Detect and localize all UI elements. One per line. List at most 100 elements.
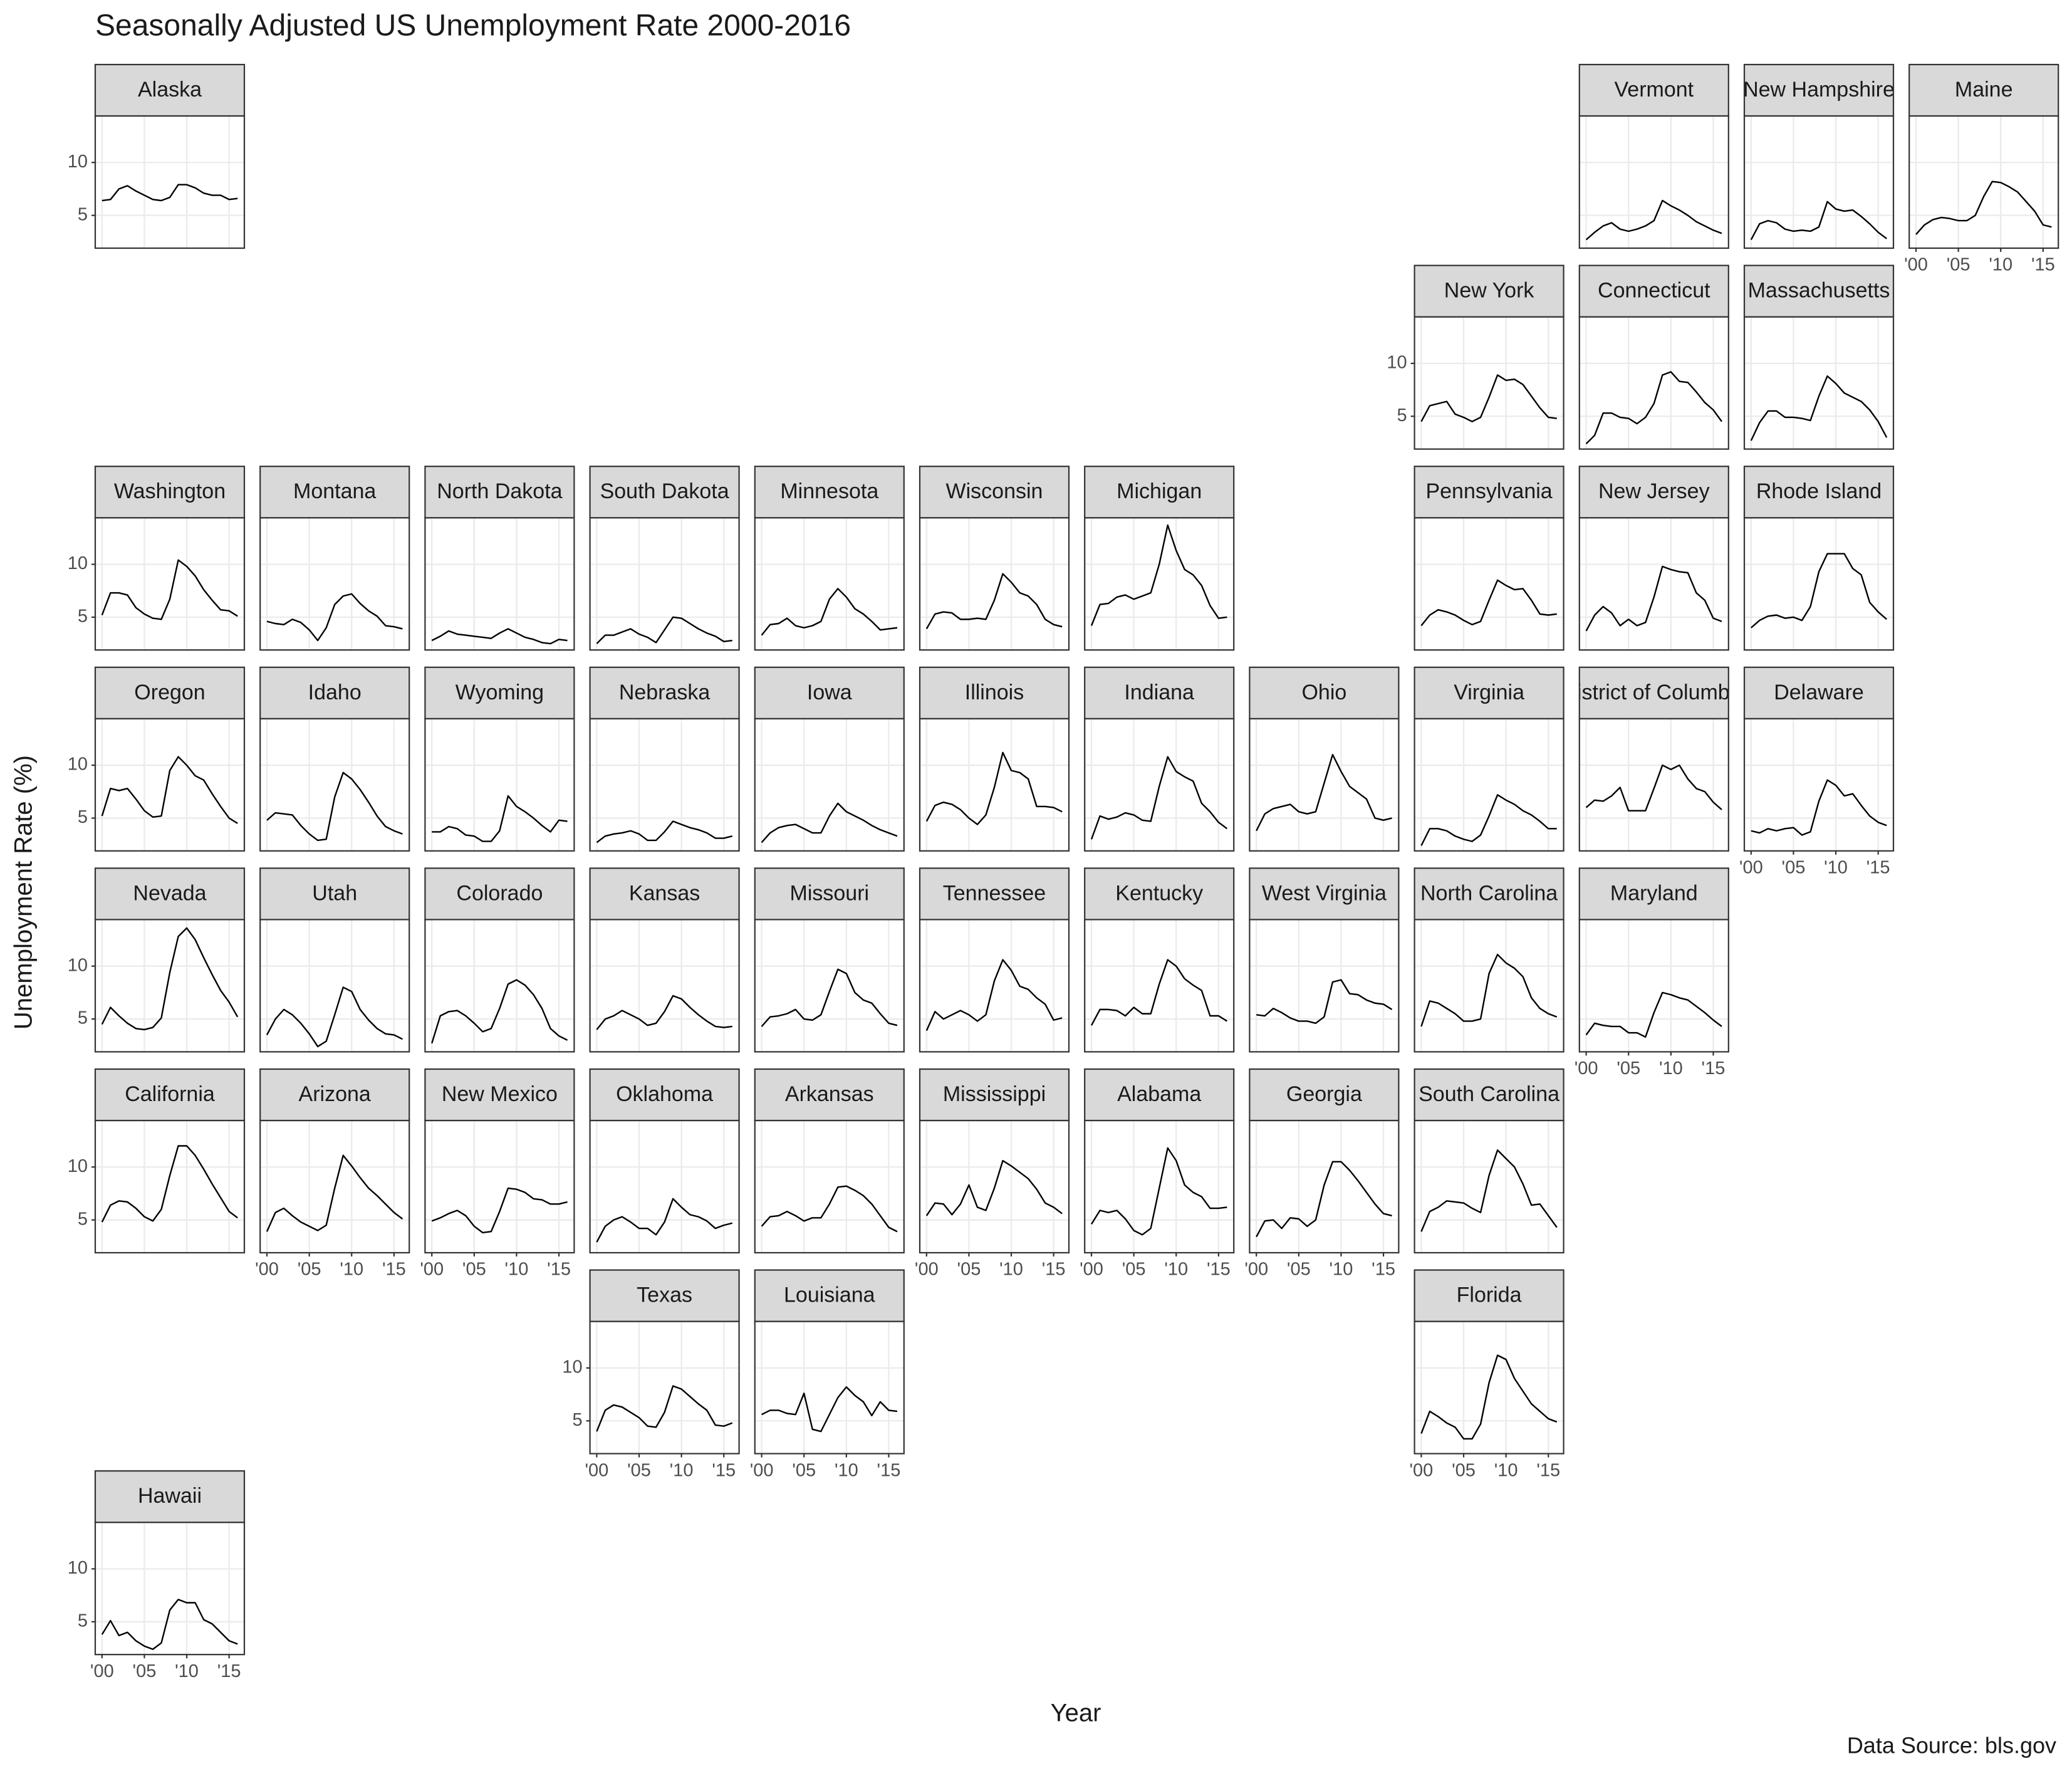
panel-background	[1744, 718, 1893, 851]
y-tick-label: 5	[572, 1410, 582, 1430]
panel-background	[754, 1120, 904, 1253]
x-tick-label: '00	[1244, 1260, 1268, 1280]
series-line	[431, 1187, 568, 1234]
strip-label: Oregon	[134, 681, 205, 704]
panel-background	[1579, 116, 1729, 248]
series-line	[101, 1599, 238, 1650]
x-tick-label: '00	[1904, 255, 1928, 275]
x-tick-label: '00	[255, 1260, 279, 1280]
x-tick-label: '15	[712, 1460, 736, 1480]
strip-label: Idaho	[308, 681, 362, 704]
caption: Data Source: bls.gov	[1847, 1733, 2056, 1758]
strip	[589, 666, 740, 719]
x-tick-label: '15	[217, 1661, 241, 1681]
series-line	[925, 573, 1063, 630]
panel: Iowa	[754, 666, 905, 852]
strip-label: New Mexico	[442, 1082, 558, 1106]
strip-label: Massachusetts	[1748, 279, 1890, 303]
x-tick-label: '05	[1782, 857, 1806, 877]
strip-label: Maine	[1955, 78, 2013, 102]
strip-label: Montana	[293, 479, 376, 503]
series-line	[101, 559, 238, 620]
strip	[259, 1068, 410, 1122]
strip-label: South Carolina	[1419, 1082, 1559, 1106]
strip-label: Ohio	[1301, 681, 1346, 704]
panel: West Virginia	[1249, 867, 1400, 1053]
y-tick-label: 10	[68, 152, 88, 172]
panel: 5 10 New York	[1387, 264, 1564, 450]
panel-background	[1414, 1321, 1564, 1454]
strip	[589, 1269, 740, 1322]
series-line	[925, 959, 1063, 1032]
strip	[424, 867, 575, 921]
series-line	[761, 968, 898, 1027]
x-tick-label: '15	[1372, 1260, 1395, 1280]
panel-background	[95, 518, 244, 650]
strip	[1413, 264, 1564, 318]
strip	[1743, 264, 1895, 318]
series-line	[596, 995, 732, 1030]
strip	[919, 1068, 1070, 1122]
panel-background	[1414, 1120, 1564, 1253]
x-tick-label: '10	[505, 1260, 529, 1280]
x-tick-label: '05	[298, 1260, 321, 1280]
strip	[259, 867, 410, 921]
chart-title: Seasonally Adjusted US Unemployment Rate…	[95, 9, 851, 43]
strip-label: Florida	[1457, 1283, 1522, 1307]
panel-background	[260, 718, 410, 851]
series-line	[1751, 553, 1887, 629]
x-tick-label: '05	[1122, 1260, 1146, 1280]
panel: South Dakota	[589, 466, 740, 651]
panel: Utah	[259, 867, 410, 1053]
series-line	[761, 1386, 898, 1433]
series-line	[1585, 199, 1722, 241]
strip	[94, 1068, 246, 1122]
strip-label: Kentucky	[1115, 881, 1203, 905]
panel-background	[1085, 518, 1234, 650]
strip	[1578, 264, 1729, 318]
panel: Montana	[259, 466, 410, 651]
strip	[1249, 867, 1400, 921]
strip-label: New Hampshire	[1743, 78, 1895, 102]
strip	[754, 1068, 905, 1122]
x-tick-label: '10	[1989, 255, 2012, 275]
series-line	[596, 820, 733, 844]
panel: Illinois	[919, 666, 1070, 852]
strip-label: Louisiana	[784, 1283, 875, 1307]
strip	[424, 666, 575, 719]
strip	[754, 867, 905, 921]
panel: Massachusetts	[1743, 264, 1895, 450]
panel: 5 10 Alaska	[68, 63, 246, 249]
x-tick-label: '05	[627, 1460, 651, 1480]
series-line	[1585, 991, 1722, 1038]
panel: Rhode Island	[1743, 466, 1895, 651]
series-line	[761, 1185, 898, 1233]
y-tick-label: 10	[68, 955, 88, 975]
panel: '00 '05 '10 '15 Mississippi	[915, 1068, 1070, 1280]
x-axis-label: Year	[1051, 1700, 1101, 1727]
panel-background	[590, 718, 739, 851]
series-line	[1915, 180, 2052, 235]
series-line	[1420, 794, 1557, 846]
x-tick-label: '00	[585, 1460, 609, 1480]
strip-label: Connecticut	[1598, 279, 1710, 303]
strip	[754, 1269, 905, 1322]
panel: South Carolina	[1413, 1068, 1564, 1254]
strip	[1743, 466, 1895, 519]
strip	[754, 466, 905, 519]
series-line	[761, 588, 898, 636]
panel-background	[1579, 718, 1729, 851]
y-tick-label: 10	[68, 755, 88, 775]
panel-background	[754, 919, 904, 1052]
series-line	[432, 795, 568, 842]
strip	[1084, 666, 1235, 719]
strip	[589, 867, 740, 921]
x-tick-label: '10	[340, 1260, 363, 1280]
panel-background	[1414, 718, 1564, 851]
series-line	[1751, 779, 1887, 836]
strip	[1084, 1068, 1235, 1122]
strip-label: South Dakota	[600, 479, 729, 503]
panel: '00 '05 '10 '15 Maine	[1904, 63, 2059, 275]
strip	[259, 666, 410, 719]
strip	[1743, 666, 1895, 719]
